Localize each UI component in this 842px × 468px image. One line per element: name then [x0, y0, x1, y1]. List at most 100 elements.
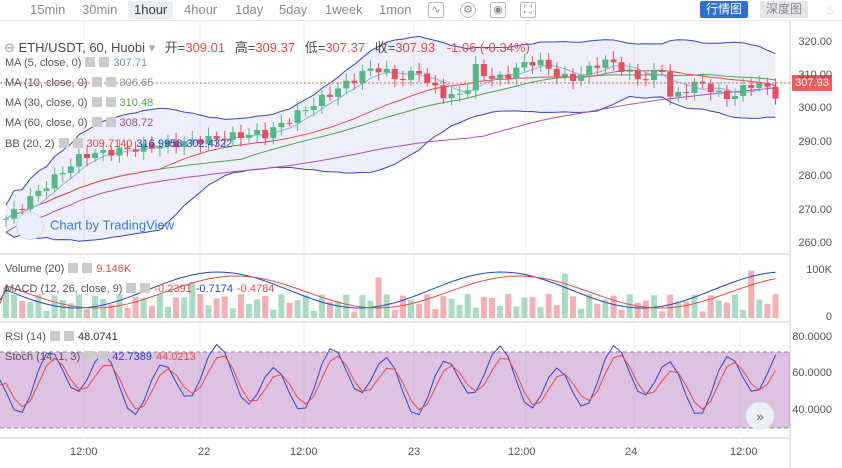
candle-body	[84, 154, 90, 158]
fullscreen-icon[interactable]: ⛶	[520, 2, 536, 18]
candle-body	[537, 59, 544, 66]
volume-bar	[732, 294, 738, 318]
volume-bar	[43, 310, 50, 318]
ma5-legend[interactable]: MA (5, close, 0) 307.71	[5, 57, 147, 69]
tradingview-logo-icon	[16, 212, 44, 240]
candle-body	[764, 83, 771, 87]
volume-bar	[408, 299, 414, 318]
candle-body	[197, 139, 204, 145]
settings-mini-icon[interactable]	[126, 283, 137, 293]
price-tick: 310.00	[798, 69, 832, 81]
close-mini-icon[interactable]	[82, 263, 93, 273]
close-mini-icon[interactable]	[99, 57, 110, 67]
time-tick: 12:00	[508, 446, 536, 458]
candle-body	[213, 136, 220, 139]
volume-bar	[383, 294, 390, 318]
volume-bar	[318, 294, 325, 318]
candle-body	[351, 80, 358, 83]
close-mini-icon[interactable]	[105, 117, 116, 127]
camera-icon[interactable]: ◉	[490, 2, 506, 18]
high-label: 高=	[234, 40, 256, 55]
volume-bar	[464, 294, 471, 318]
ma60-legend[interactable]: MA (60, close, 0) 308.72	[5, 117, 153, 129]
timeframe-toolbar: 15min 30min 1hour 4hour 1day 5day 1week …	[0, 0, 842, 21]
close-mini-icon[interactable]	[105, 77, 116, 87]
settings-mini-icon[interactable]	[91, 97, 102, 107]
volume-bar	[699, 311, 706, 318]
volume-bar	[472, 307, 479, 318]
stoch-legend[interactable]: Stoch (14, 1, 3) 42.7389 44.0213	[5, 351, 196, 363]
indicators-icon[interactable]: ∿	[428, 2, 444, 18]
time-tick: 24	[625, 446, 638, 458]
timeframe-1day[interactable]: 1day	[235, 2, 264, 17]
dropdown-icon[interactable]: ▾	[148, 40, 156, 55]
macd-legend[interactable]: MACD (12, 26, close, 9) -0.2391 -0.7174 -0.…	[5, 283, 274, 295]
close-mini-icon[interactable]	[140, 283, 151, 293]
timeframe-30min[interactable]: 30min	[82, 2, 118, 17]
stoch-name: Stoch (14, 1, 3)	[5, 351, 81, 363]
tradingview-watermark[interactable]: Chart by TradingView	[16, 212, 174, 240]
close-mini-icon[interactable]	[98, 351, 109, 361]
settings-mini-icon[interactable]	[84, 351, 95, 361]
candle-body	[594, 65, 601, 68]
last-price-tag: 307.93	[792, 75, 832, 91]
ma10-legend[interactable]: MA (10, close, 0) 306.65	[5, 77, 153, 89]
timeframe-15min[interactable]: 15min	[30, 2, 66, 17]
bb-legend[interactable]: BB (20, 2) 309.7140 316.9958 302.4322	[5, 138, 232, 150]
ma30-name: MA (30, close, 0)	[5, 97, 88, 109]
candle-body	[756, 83, 763, 88]
ma30-legend[interactable]: MA (30, close, 0) 310.48	[5, 97, 153, 109]
close-label: 收=	[374, 40, 396, 55]
ma10-value: 306.65	[119, 77, 154, 89]
bollinger-basis-line	[5, 69, 776, 220]
collapse-icon[interactable]: ⊖	[4, 40, 15, 55]
volume-legend[interactable]: Volume (20) 9.146K	[5, 263, 131, 275]
tab-chart[interactable]: 行情图	[700, 1, 749, 18]
candle-body	[699, 81, 706, 84]
volume-bar	[537, 307, 544, 318]
settings-mini-icon[interactable]	[91, 77, 102, 87]
volume-bar	[497, 306, 504, 318]
rsi-legend[interactable]: RSI (14) 48.0741	[5, 331, 118, 343]
ma60-line	[5, 87, 776, 233]
settings-mini-icon[interactable]	[85, 57, 96, 67]
settings-mini-icon[interactable]	[68, 263, 79, 273]
volume-bar	[553, 305, 560, 318]
candle-body	[732, 95, 738, 100]
candle-body	[132, 149, 139, 152]
settings-mini-icon[interactable]	[58, 138, 69, 148]
timeframe-1mon[interactable]: 1mon	[379, 2, 412, 17]
volume-bar	[448, 298, 455, 318]
candle-body	[327, 94, 333, 97]
settings-mini-icon[interactable]	[91, 117, 102, 127]
volume-bar	[602, 299, 609, 318]
tab-depth[interactable]: 深度图	[760, 1, 809, 18]
volume-tick: 0	[825, 311, 832, 323]
candle-body	[318, 94, 325, 107]
scroll-to-latest-button[interactable]: »	[746, 402, 774, 430]
timeframe-1week[interactable]: 1week	[325, 2, 363, 17]
close-mini-icon[interactable]	[72, 138, 83, 148]
timeframe-5day[interactable]: 5day	[279, 2, 308, 17]
candle-body	[610, 59, 617, 63]
volume-bar	[286, 302, 293, 318]
timeframe-1hour[interactable]: 1hour	[128, 1, 174, 19]
volume-bar	[302, 295, 309, 318]
candle-body	[189, 139, 196, 142]
candle-body	[246, 134, 252, 138]
candle-body	[505, 74, 512, 79]
ma30-value: 310.48	[119, 97, 154, 109]
close-mini-icon[interactable]	[105, 97, 116, 107]
settings-icon[interactable]: ⚙	[460, 2, 476, 18]
high-value: 309.37	[255, 40, 296, 55]
candle-body	[497, 74, 504, 79]
volume-bar	[132, 296, 139, 318]
volume-bar	[197, 294, 204, 318]
timeframe-4hour[interactable]: 4hour	[184, 2, 218, 17]
volume-bar	[529, 297, 536, 318]
candle-body	[3, 218, 9, 220]
candle-body	[634, 70, 641, 80]
close-mini-icon[interactable]	[63, 331, 74, 341]
settings-mini-icon[interactable]	[49, 331, 60, 341]
